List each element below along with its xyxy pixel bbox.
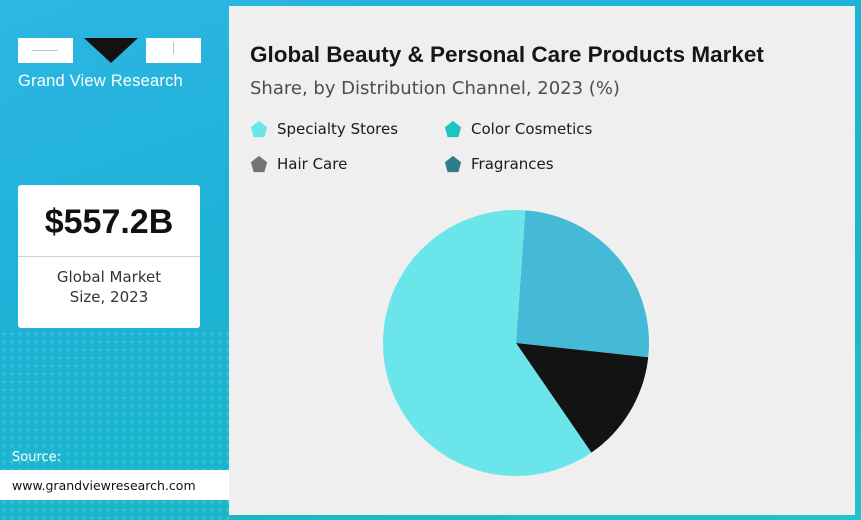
card-divider (18, 256, 200, 257)
chart-panel: Global Beauty & Personal Care Products M… (229, 6, 855, 515)
source-url-link[interactable]: www.grandviewresearch.com (12, 478, 196, 493)
legend-item-fragrances: Fragrances (444, 153, 554, 175)
pentagon-icon (250, 155, 268, 173)
chart-subtitle: Share, by Distribution Channel, 2023 (%) (250, 78, 620, 99)
logo-box-right (146, 38, 201, 63)
legend-label: Fragrances (471, 155, 554, 173)
market-size-label-line2: Size, 2023 (69, 288, 149, 306)
legend-label: Hair Care (277, 155, 348, 173)
market-size-value: $557.2B (44, 203, 174, 241)
legend-item-specialty-stores: Specialty Stores (250, 118, 398, 140)
brand-logo: Grand View Research (18, 38, 201, 98)
pie-chart (383, 210, 649, 476)
logo-box-left (18, 38, 73, 63)
pentagon-icon (444, 155, 462, 173)
pentagon-icon (250, 120, 268, 138)
legend-label: Color Cosmetics (471, 120, 593, 138)
left-panel: Grand View Research $557.2B Global Marke… (0, 0, 229, 520)
brand-name: Grand View Research (18, 72, 183, 90)
chart-title: Global Beauty & Personal Care Products M… (250, 42, 764, 67)
pie-slice-specialty-stores (383, 210, 592, 476)
market-size-label-line1: Global Market (56, 268, 162, 286)
source-box: www.grandviewresearch.com (0, 470, 229, 500)
legend-item-color-cosmetics: Color Cosmetics (444, 118, 592, 140)
logo-triangle-icon (84, 38, 138, 63)
pie-slice-segment-2 (516, 210, 649, 358)
source-label: Source: (12, 450, 62, 465)
market-size-card: $557.2B Global Market Size, 2023 (18, 185, 200, 328)
legend-label: Specialty Stores (277, 120, 399, 138)
market-size-label: Global Market Size, 2023 (28, 267, 190, 307)
pentagon-icon (444, 120, 462, 138)
legend-item-hair-care: Hair Care (250, 153, 347, 175)
pie-slice-segment-3 (516, 343, 649, 453)
